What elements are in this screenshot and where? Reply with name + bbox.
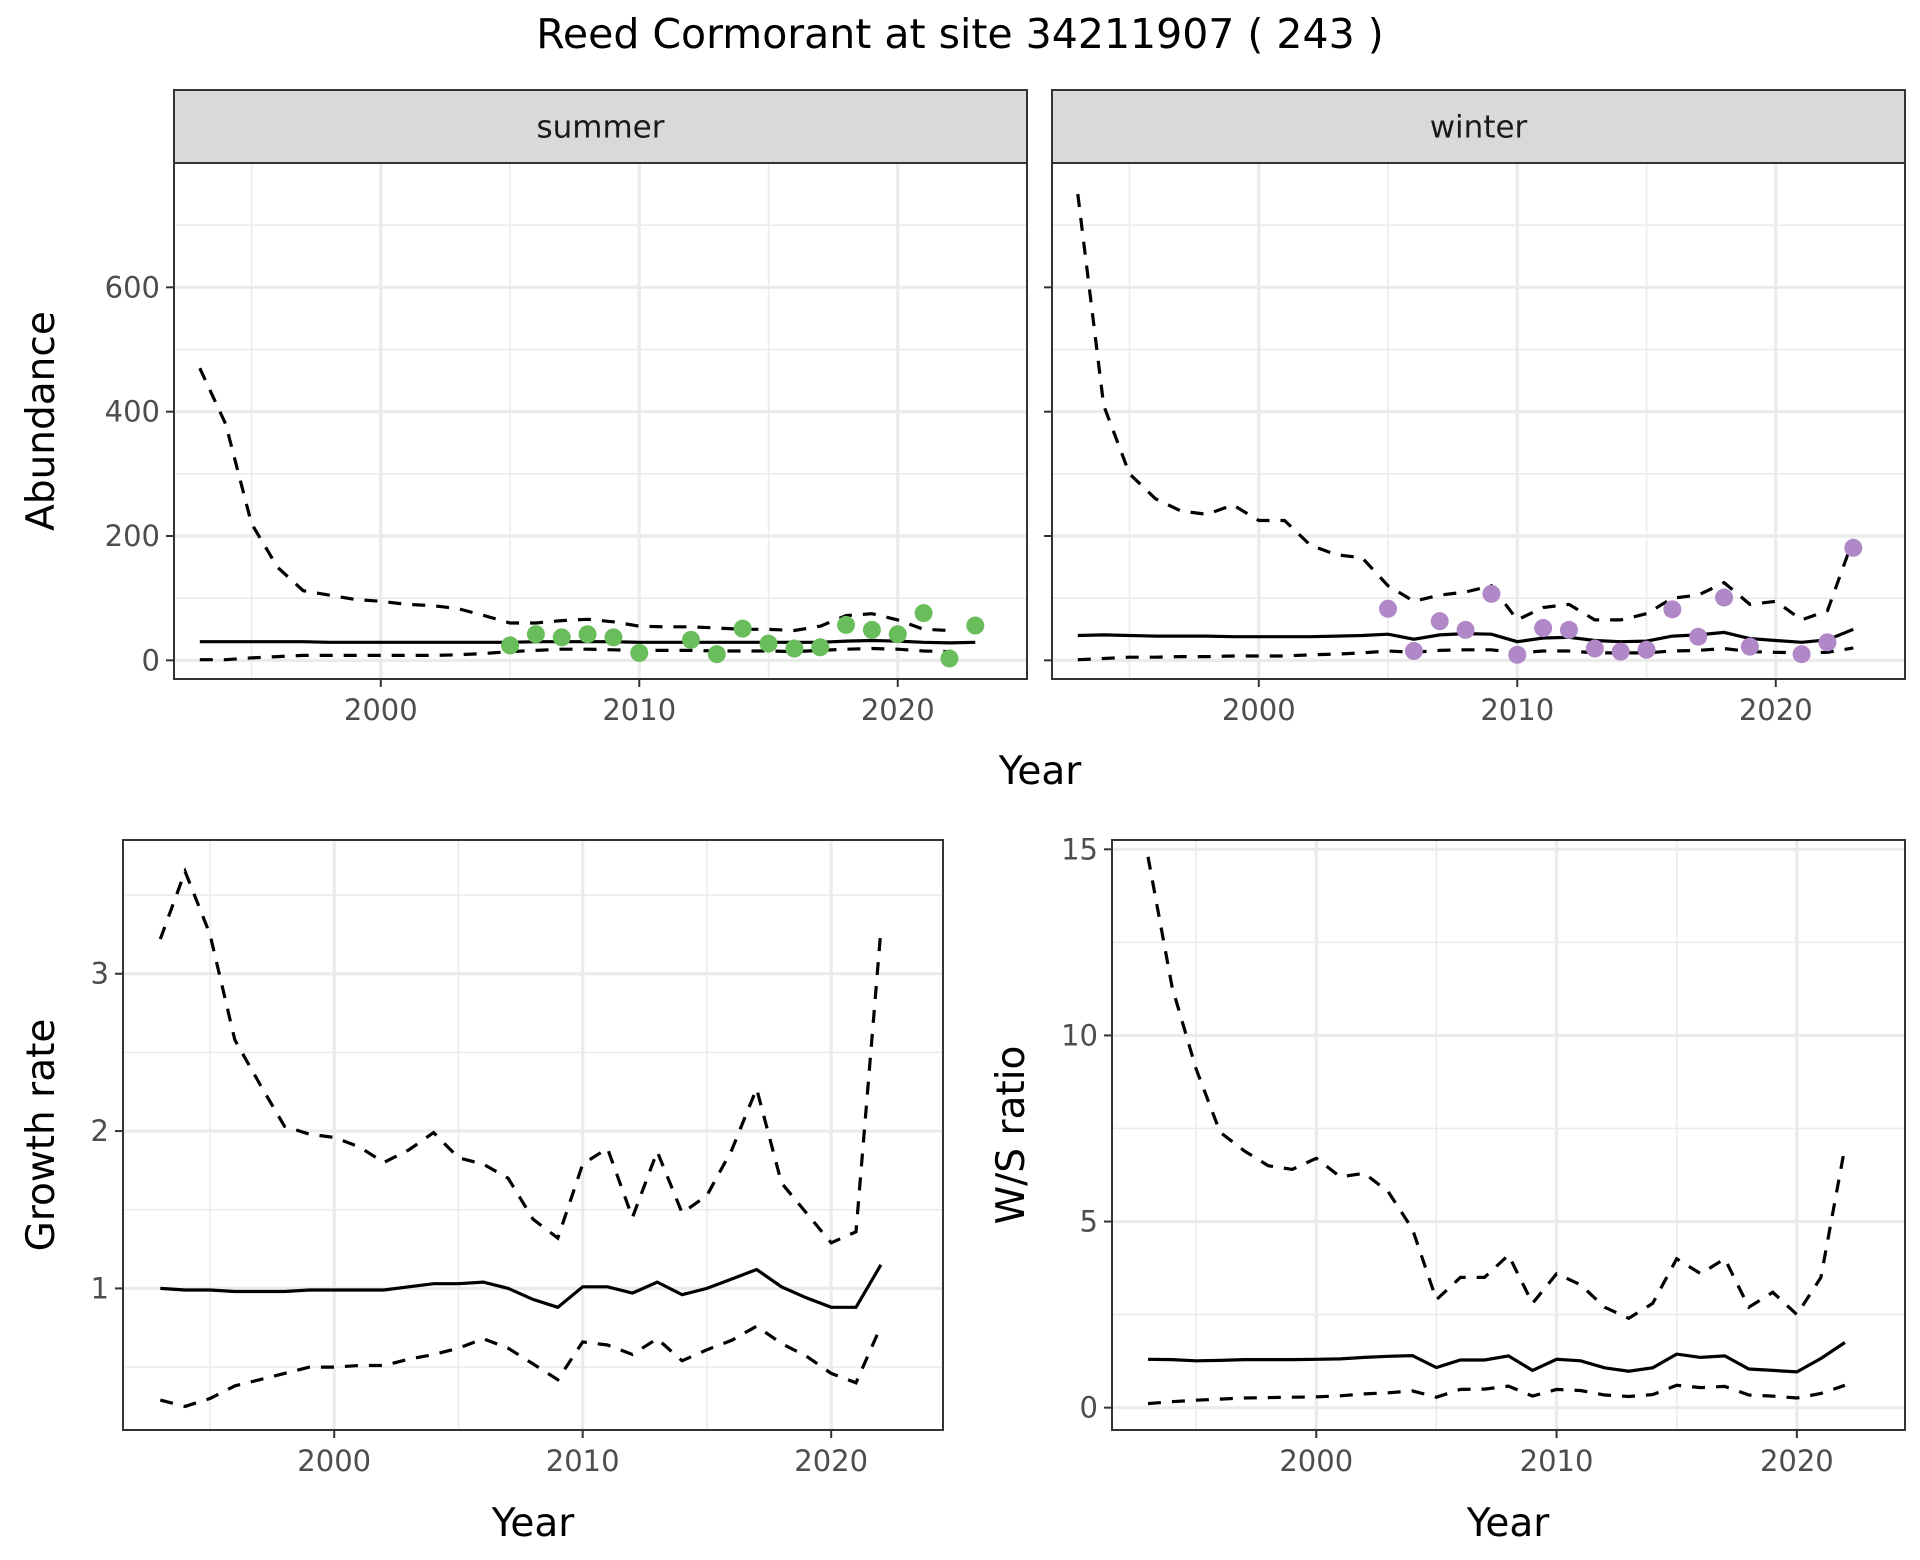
y-tick-label: 15 (1061, 832, 1098, 866)
observed-point (1689, 627, 1708, 646)
observed-point (888, 625, 907, 644)
observed-point (1740, 637, 1759, 656)
y-tick-label: 10 (1061, 1018, 1098, 1052)
y-tick-label: 400 (105, 395, 160, 429)
observed-point (759, 634, 778, 653)
x-tick-label: 2020 (1760, 1444, 1834, 1478)
x-tick-label: 2010 (1520, 1444, 1594, 1478)
panel-background (174, 163, 1027, 679)
observed-point (733, 619, 752, 638)
y-tick-label: 200 (105, 519, 160, 553)
observed-point (681, 630, 700, 649)
y-tick-label: 1 (91, 1271, 109, 1305)
y-tick-label: 600 (105, 270, 160, 304)
observed-point (914, 604, 933, 623)
observed-point (1482, 584, 1501, 603)
y-axis-title: W/S ratio (989, 1046, 1034, 1225)
observed-point (837, 615, 856, 634)
y-tick-label: 0 (1080, 1391, 1098, 1425)
panel-background (123, 840, 943, 1430)
observed-point (940, 649, 959, 668)
figure-title: Reed Cormorant at site 34211907 ( 243 ) (536, 10, 1383, 58)
facet-strip (173, 89, 1028, 164)
y-tick-label: 0 (142, 643, 160, 677)
data-layer (1146, 856, 1847, 1406)
observed-point (707, 645, 726, 664)
y-tick-label: 5 (1080, 1205, 1098, 1239)
observed-point (1508, 645, 1527, 664)
x-tick-label: 2000 (344, 693, 418, 727)
x-tick-label: 2000 (1279, 1444, 1353, 1478)
estimate-line (160, 1263, 883, 1310)
observed-point (1456, 620, 1475, 639)
panel-border (1111, 839, 1906, 1431)
x-tick-label: 2010 (602, 693, 676, 727)
observed-point (1379, 599, 1398, 618)
panel-growth-rate: 2000 2010 2020 1 2 3 Growth rate Year (19, 839, 944, 1546)
observed-point (630, 643, 649, 662)
y-tick-label: 3 (91, 957, 109, 991)
data-layer (158, 867, 883, 1409)
x-tick-label: 2020 (861, 693, 935, 727)
facet-strip (1051, 89, 1906, 164)
observed-point (1611, 642, 1630, 661)
lower-ci-line (159, 1324, 883, 1409)
panel-ws-ratio: 2000 2010 2020 0 5 10 15 W/S ratio Year (989, 832, 1906, 1546)
observed-point (785, 639, 804, 658)
observed-point (1844, 538, 1863, 557)
observed-point (578, 625, 597, 644)
x-tick-label: 2020 (794, 1444, 868, 1478)
observed-point (1559, 620, 1578, 639)
observed-point (1663, 600, 1682, 619)
upper-ci-line (158, 867, 883, 1245)
upper-ci-line (1076, 193, 1855, 622)
y-tick-label: 2 (91, 1114, 109, 1148)
panel-abundance-summer: summer 2000 2010 2020 0 200 400 600 Abundance (19, 89, 1028, 727)
estimate-line (1147, 1341, 1846, 1374)
x-tick-label: 2000 (1222, 693, 1296, 727)
data-layer (1076, 193, 1863, 664)
lower-ci-line (1077, 646, 1854, 662)
upper-ci-line (1146, 856, 1847, 1321)
x-axis-title: Year (1466, 1501, 1551, 1546)
observed-point (1430, 612, 1449, 631)
observed-point (1792, 645, 1811, 664)
observed-point (862, 620, 881, 639)
x-tick-label: 2000 (297, 1444, 371, 1478)
y-axis-title: Abundance (19, 311, 64, 531)
observed-point (1818, 633, 1837, 652)
facet-x-axis-title: Year (998, 749, 1083, 794)
observed-point (1637, 640, 1656, 659)
panel-abundance-winter: winter 2000 2010 2020 (1044, 89, 1906, 727)
facet-label: summer (536, 110, 664, 146)
observed-point (501, 636, 520, 655)
observed-point (1534, 619, 1553, 638)
observed-point (604, 628, 623, 647)
x-axis-title: Year (491, 1501, 576, 1546)
x-tick-label: 2010 (546, 1444, 620, 1478)
panel-background (1052, 163, 1905, 679)
observed-point (526, 625, 545, 644)
observed-point (966, 616, 985, 635)
x-tick-label: 2010 (1480, 693, 1554, 727)
observed-point (1585, 639, 1604, 658)
observed-point (1715, 588, 1734, 607)
y-axis-title: Growth rate (19, 1019, 64, 1252)
panel-background (1112, 840, 1905, 1430)
x-tick-label: 2020 (1739, 693, 1813, 727)
observed-point (1404, 642, 1423, 661)
observed-point (552, 628, 571, 647)
data-layer (198, 367, 985, 668)
panel-border (122, 839, 944, 1431)
facet-label: winter (1430, 110, 1528, 146)
observed-point (811, 638, 830, 657)
upper-ci-line (198, 367, 950, 633)
